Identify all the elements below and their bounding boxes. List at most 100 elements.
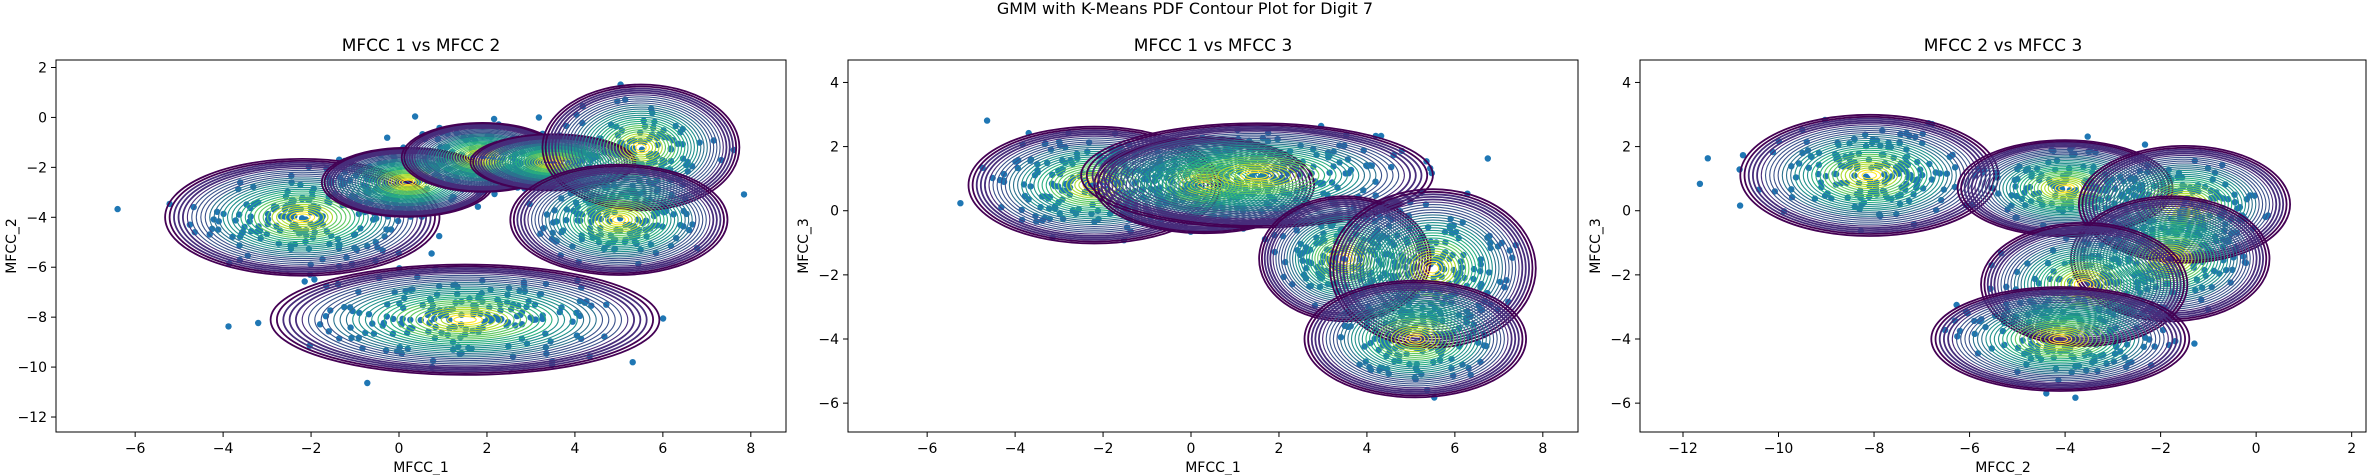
contour-line [2081, 146, 2288, 262]
contour-line [2002, 315, 2119, 363]
y-tick-label: 0 [830, 204, 839, 220]
contour-line [1389, 234, 1477, 302]
data-point [474, 203, 482, 210]
contour-line [2044, 332, 2077, 346]
contour-line [409, 303, 521, 336]
contour-line [1177, 151, 1337, 200]
contour-line [1154, 144, 1360, 207]
contour-line [1960, 298, 2161, 380]
contour-line [548, 183, 690, 256]
contour-line [562, 190, 676, 249]
contour-line [1943, 291, 2178, 387]
contour-line [1811, 147, 1928, 204]
data-point [384, 134, 391, 141]
contour-line [1361, 310, 1469, 368]
contour-line [1832, 157, 1907, 194]
contour-line [1223, 164, 1291, 186]
data-point [1388, 163, 1395, 171]
contour-line [2006, 316, 2115, 362]
data-point [1027, 157, 1034, 164]
contour-line [1349, 204, 1517, 333]
contour-line [2020, 246, 2148, 323]
contour-line [1964, 300, 2157, 378]
contour-line [2116, 166, 2253, 243]
x-tick-label: −6 [125, 441, 146, 457]
data-point [558, 195, 565, 202]
contour-line [2010, 318, 2111, 360]
contour-line [1318, 287, 1513, 391]
data-point [1064, 180, 1071, 187]
contour-line [320, 278, 610, 362]
contour-line [1989, 310, 2132, 368]
contour-line [1802, 143, 1936, 207]
contour-line [552, 185, 686, 255]
contour-line [520, 169, 718, 271]
contour-line [1861, 171, 1878, 180]
contour-line [1988, 153, 2142, 223]
data-point [1433, 239, 1440, 246]
contour-line [2069, 195, 2271, 323]
contour-line [2047, 262, 2122, 307]
contour-line [2018, 322, 2102, 356]
subplot-1: −6 −4 −2 0 2 4 6 8 −12 −10 −8 −6 −4 −2 0 2 MFCC 1 vs MFC… [4, 36, 787, 475]
plot-area-1 [114, 81, 748, 387]
contour-line [1131, 137, 1383, 213]
contour-line [979, 131, 1209, 239]
contour-line [415, 305, 515, 335]
contour-line [2019, 167, 2111, 209]
contour-line [1261, 197, 1429, 321]
data-point [1484, 155, 1492, 162]
contour-line [2051, 181, 2080, 195]
contour-line [2027, 325, 2094, 353]
contour-line [1955, 296, 2165, 382]
x-tick-label: 0 [2252, 441, 2261, 457]
contour-line [527, 173, 711, 267]
contour-line [267, 201, 338, 233]
contour-line [424, 132, 541, 183]
data-point [637, 129, 644, 136]
contour-line [593, 116, 689, 179]
contour-line [289, 211, 316, 224]
y-tick-label: −2 [818, 268, 839, 284]
contour-line [276, 205, 329, 229]
contour-line [1211, 161, 1303, 190]
contour-line [1335, 193, 1531, 344]
contour-line [284, 209, 320, 226]
data-point [2191, 340, 2198, 347]
data-point [1293, 227, 1300, 234]
data-point [2085, 148, 2092, 155]
contour-line [573, 196, 665, 244]
contour-line [1078, 177, 1111, 193]
x-tick-label: 0 [1187, 441, 1196, 457]
contour-line [358, 289, 572, 351]
data-point [373, 215, 380, 222]
contour-line [244, 192, 360, 243]
data-point [364, 379, 371, 387]
contour-line [1339, 195, 1527, 341]
data-point [983, 117, 991, 124]
contour-line [516, 167, 722, 273]
data-point [957, 200, 964, 207]
contour-line [1426, 263, 1440, 274]
contour-line [301, 272, 629, 367]
contour-line [231, 186, 374, 248]
contour-line [1325, 291, 1505, 387]
contour-line [249, 194, 356, 241]
contour-line [326, 280, 604, 360]
contour-line [2044, 178, 2087, 198]
contour-line [1934, 287, 2187, 391]
contour-line [2052, 335, 2069, 343]
contour-line [2000, 234, 2168, 335]
contour-line [1390, 325, 1440, 353]
y-tick-label: −6 [818, 396, 839, 412]
data-point [2014, 344, 2022, 351]
data-point [573, 309, 580, 316]
contour-line [1806, 145, 1932, 205]
y-tick-label: −6 [1610, 396, 1631, 412]
contour-line [2140, 179, 2229, 230]
contour-line [590, 114, 692, 181]
x-tick-label: −6 [917, 441, 938, 457]
contour-line [1025, 152, 1164, 218]
y-tick-label: 0 [1622, 204, 1631, 220]
data-point [302, 216, 309, 223]
